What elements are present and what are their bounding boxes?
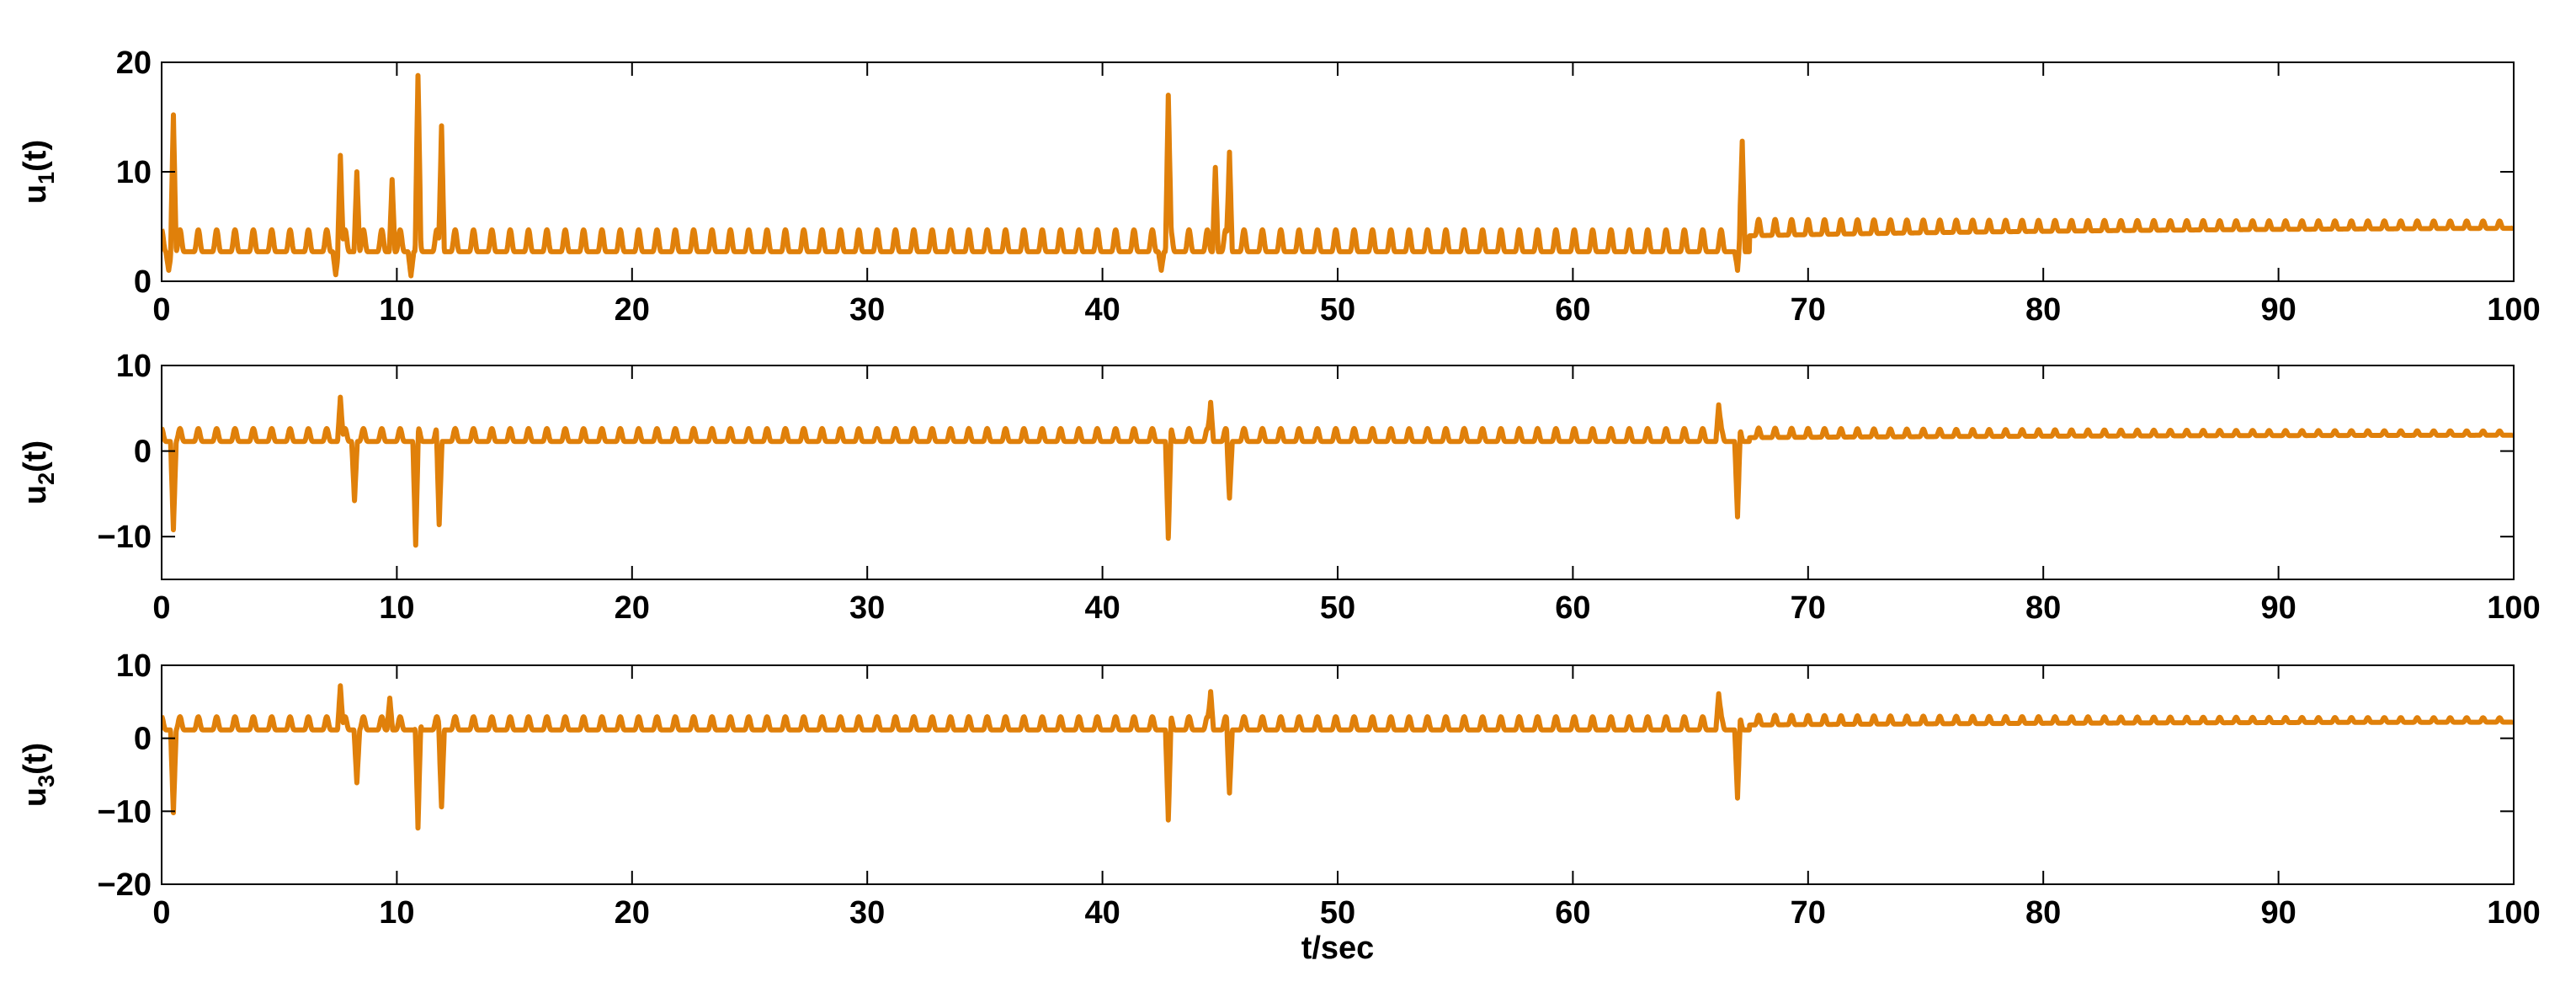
y-axis-label: u3(t) bbox=[18, 743, 59, 807]
x-tick-label: 70 bbox=[1791, 895, 1826, 931]
x-tick-label: 20 bbox=[615, 590, 650, 626]
x-tick-label: 10 bbox=[379, 590, 414, 626]
x-tick-label: 80 bbox=[2025, 292, 2061, 328]
x-tick-label: 30 bbox=[849, 292, 885, 328]
x-tick-label: 20 bbox=[615, 895, 650, 931]
y-axis-label: u2(t) bbox=[18, 440, 59, 504]
x-tick-label: 80 bbox=[2025, 590, 2061, 626]
x-tick-label: 90 bbox=[2260, 895, 2296, 931]
y-axis-label-main: u bbox=[18, 787, 53, 807]
y-axis-label-tail: (t) bbox=[18, 743, 53, 775]
x-tick-label: 90 bbox=[2260, 590, 2296, 626]
x-tick-label: 40 bbox=[1084, 292, 1120, 328]
series-line-u1 bbox=[162, 72, 2514, 279]
x-tick-label: 60 bbox=[1555, 895, 1590, 931]
y-axis-label-main: u bbox=[18, 184, 53, 204]
y-tick-label: −10 bbox=[98, 794, 152, 830]
x-tick-label: 0 bbox=[152, 590, 170, 626]
x-tick-label: 10 bbox=[379, 895, 414, 931]
x-tick-label: 30 bbox=[849, 895, 885, 931]
x-tick-label: 20 bbox=[615, 292, 650, 328]
y-tick-label: 0 bbox=[134, 264, 152, 300]
y-tick-label: 0 bbox=[134, 722, 152, 757]
y-tick-label: 10 bbox=[116, 155, 152, 190]
x-tick-label: 70 bbox=[1791, 590, 1826, 626]
x-tick-label: 50 bbox=[1320, 590, 1355, 626]
x-tick-label: 80 bbox=[2025, 895, 2061, 931]
x-tick-label: 90 bbox=[2260, 292, 2296, 328]
y-axis-label-tail: (t) bbox=[18, 440, 53, 472]
x-tick-label: 0 bbox=[152, 292, 170, 328]
x-tick-label: 0 bbox=[152, 895, 170, 931]
y-tick-label: −10 bbox=[98, 520, 152, 555]
y-axis-label-subscript: 3 bbox=[34, 775, 59, 787]
x-tick-label: 10 bbox=[379, 292, 414, 328]
x-tick-label: 40 bbox=[1084, 590, 1120, 626]
x-axis-label: t/sec bbox=[1301, 931, 1375, 966]
x-tick-label: 100 bbox=[2487, 895, 2540, 931]
x-tick-label: 60 bbox=[1555, 590, 1590, 626]
y-tick-label: 10 bbox=[116, 349, 152, 384]
y-tick-label: 20 bbox=[116, 45, 152, 81]
y-tick-label: 10 bbox=[116, 648, 152, 684]
x-tick-label: 60 bbox=[1555, 292, 1590, 328]
x-tick-label: 50 bbox=[1320, 292, 1355, 328]
y-tick-label: −20 bbox=[98, 867, 152, 903]
y-axis-label-subscript: 1 bbox=[34, 172, 59, 184]
x-tick-label: 100 bbox=[2487, 292, 2540, 328]
panel-1: 0 10 20 30 40 50 60 70 80 90 100 0 10 20 u1(t) bbox=[18, 45, 2541, 328]
x-tick-label: 50 bbox=[1320, 895, 1355, 931]
y-axis-label-tail: (t) bbox=[18, 140, 53, 172]
panel-3: 0 10 20 30 40 50 60 70 80 90 100 −20 −10 0 10 u3(t) t/se… bbox=[18, 648, 2541, 966]
x-tick-label: 30 bbox=[849, 590, 885, 626]
y-axis-label-main: u bbox=[18, 485, 53, 504]
x-tick-label: 100 bbox=[2487, 590, 2540, 626]
series-line-u2 bbox=[162, 394, 2514, 548]
series-line-u3 bbox=[162, 683, 2514, 831]
y-axis-label-subscript: 2 bbox=[34, 472, 59, 485]
x-tick-label: 70 bbox=[1791, 292, 1826, 328]
y-tick-label: 0 bbox=[134, 435, 152, 470]
x-tick-label: 40 bbox=[1084, 895, 1120, 931]
y-axis-label: u1(t) bbox=[18, 140, 59, 204]
